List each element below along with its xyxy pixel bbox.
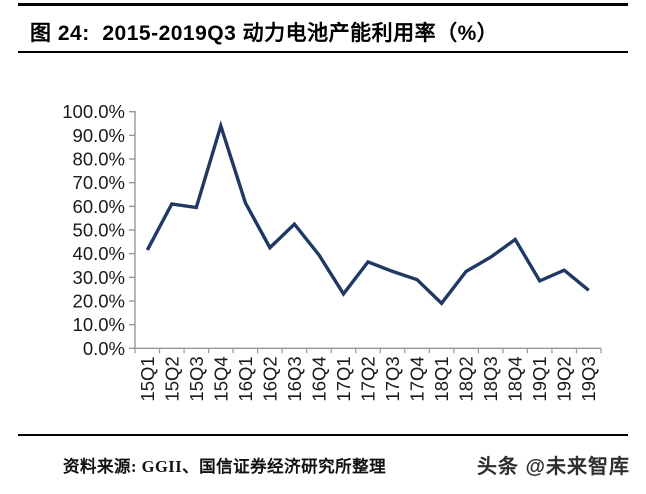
x-tick-label: 16Q2 <box>259 356 280 401</box>
title-underline <box>18 51 628 53</box>
y-tick-label: 60.0% <box>73 196 125 217</box>
x-tick-label: 15Q3 <box>186 356 207 401</box>
y-tick-label: 80.0% <box>73 149 125 170</box>
watermark: 头条 @未来智库 <box>476 456 630 478</box>
y-tick-label: 50.0% <box>73 220 125 241</box>
figure-title: 图 24: 2015-2019Q3 动力电池产能利用率（%） <box>30 22 499 45</box>
y-tick-label: 90.0% <box>73 125 125 146</box>
x-tick-label: 16Q1 <box>235 356 256 401</box>
x-tick-label: 15Q1 <box>137 356 158 401</box>
y-tick-label: 10.0% <box>73 314 125 335</box>
x-tick-label: 16Q4 <box>308 356 329 401</box>
x-tick-label: 17Q4 <box>407 356 428 401</box>
y-tick-label: 30.0% <box>73 267 125 288</box>
x-tick-label: 18Q4 <box>505 356 526 401</box>
x-tick-label: 18Q2 <box>456 356 477 401</box>
source-note: 资料来源: GGII、国信证券经济研究所整理 <box>63 457 387 476</box>
y-tick-label: 40.0% <box>73 243 125 264</box>
x-tick-label: 19Q3 <box>578 356 599 401</box>
utilization-line-series <box>145 120 590 306</box>
x-tick-label: 17Q1 <box>333 356 354 401</box>
y-tick-label: 20.0% <box>73 290 125 311</box>
x-tick-label: 18Q1 <box>431 356 452 401</box>
x-tick-label: 17Q2 <box>358 356 379 401</box>
x-tick-label: 16Q3 <box>284 356 305 401</box>
y-tick-label: 70.0% <box>73 172 125 193</box>
y-tick-label: 100.0% <box>62 101 125 122</box>
x-tick-label: 19Q2 <box>554 356 575 401</box>
x-tick-label: 19Q1 <box>529 356 550 401</box>
x-tick-label: 15Q4 <box>210 356 231 401</box>
footer-rule <box>18 434 628 436</box>
top-rule <box>18 3 628 6</box>
y-tick-label: 0.0% <box>83 338 125 359</box>
x-tick-label: 18Q3 <box>480 356 501 401</box>
x-tick-label: 15Q2 <box>161 356 182 401</box>
x-tick-label: 17Q3 <box>382 356 403 401</box>
